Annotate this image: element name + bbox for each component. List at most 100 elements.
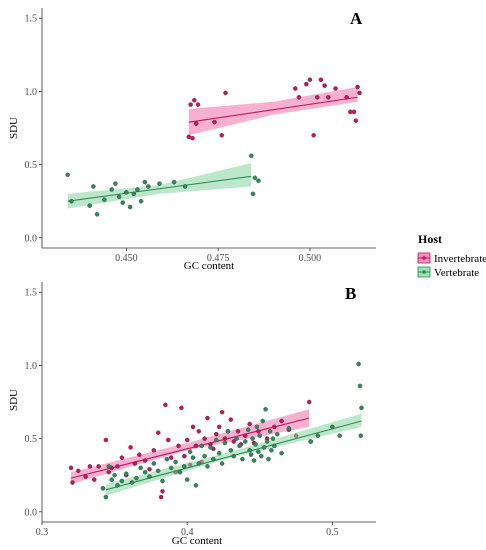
data-point-vertebrate [357, 383, 363, 389]
data-point-vertebrate [256, 178, 261, 183]
data-point-vertebrate [184, 477, 190, 482]
data-point-vertebrate [135, 187, 140, 192]
confidence-band-invertebrate [71, 409, 310, 484]
data-point-vertebrate [330, 424, 335, 430]
data-point-invertebrate [202, 436, 207, 441]
data-point-vertebrate [260, 418, 265, 424]
data-point-invertebrate [193, 121, 199, 126]
data-point-invertebrate [318, 77, 324, 82]
data-point-invertebrate [76, 468, 81, 474]
data-point-vertebrate [91, 184, 96, 189]
data-point-vertebrate [142, 179, 148, 185]
plot-area: 0.0 0.5 1.0 1.5 0.3 0.4 0.5 [25, 282, 376, 538]
data-point-vertebrate [240, 456, 245, 462]
data-point-vertebrate [208, 445, 213, 450]
data-point-vertebrate [243, 439, 248, 444]
data-point-invertebrate [163, 402, 168, 408]
x-tick-label: 0.3 [36, 527, 49, 538]
data-point-vertebrate [275, 431, 280, 437]
data-point-vertebrate [142, 469, 148, 475]
x-axis-title: GC content [172, 535, 222, 547]
data-point-vertebrate [112, 472, 117, 478]
data-point-invertebrate [193, 443, 199, 449]
data-point-vertebrate [87, 203, 92, 208]
data-point-vertebrate [272, 443, 277, 449]
data-point-vertebrate [228, 448, 234, 453]
legend-label-invertebrate: Invertebrate [434, 253, 486, 265]
data-point-invertebrate [176, 443, 181, 449]
data-point-invertebrate [137, 452, 142, 457]
fit-line-invertebrate [188, 96, 358, 123]
data-point-invertebrate [351, 109, 357, 115]
x-tick-label: 0.4 [181, 527, 194, 538]
data-point-vertebrate [196, 461, 202, 466]
x-tick-label: 0.475 [207, 253, 230, 264]
data-point-vertebrate [219, 461, 225, 466]
data-point-invertebrate [182, 453, 187, 459]
data-point-invertebrate [256, 429, 261, 434]
x-tick-label: 0.500 [299, 253, 322, 264]
data-point-vertebrate [171, 179, 177, 185]
data-point-vertebrate [129, 480, 135, 485]
data-point-vertebrate [264, 439, 270, 444]
data-point-vertebrate [234, 436, 239, 441]
data-point-vertebrate [279, 450, 284, 456]
data-point-vertebrate [248, 153, 254, 159]
data-point-invertebrate [192, 97, 197, 103]
data-point-invertebrate [96, 464, 101, 469]
data-point-invertebrate [304, 81, 309, 87]
data-point-invertebrate [322, 83, 327, 88]
data-point-vertebrate [182, 184, 188, 189]
fit-line-vertebrate [67, 175, 252, 202]
data-point-vertebrate [211, 456, 216, 462]
x-axis-title: GC content [184, 260, 234, 272]
data-point-invertebrate [151, 448, 157, 453]
data-point-invertebrate [296, 95, 302, 100]
data-point-vertebrate [261, 445, 267, 450]
data-point-invertebrate [190, 424, 196, 430]
data-point-vertebrate [356, 361, 361, 367]
data-point-vertebrate [168, 465, 174, 471]
data-point-invertebrate [219, 133, 225, 138]
data-point-invertebrate [235, 429, 241, 434]
data-point-vertebrate [250, 436, 255, 441]
data-point-invertebrate [92, 477, 97, 482]
y-axis-title: SDU [8, 117, 20, 139]
data-point-invertebrate [219, 409, 225, 415]
legend-item-invertebrate: Invertebrate [417, 252, 486, 265]
data-point-vertebrate [237, 443, 242, 449]
data-point-invertebrate [222, 436, 228, 441]
data-point-invertebrate [160, 489, 165, 494]
y-tick-label: 1.5 [25, 288, 38, 299]
data-point-invertebrate [223, 90, 228, 96]
legend-key-point [422, 270, 426, 274]
data-point-invertebrate [353, 118, 359, 123]
data-point-invertebrate [166, 437, 171, 443]
y-tick-label: 0.0 [25, 233, 38, 244]
data-point-vertebrate [231, 453, 236, 459]
data-point-invertebrate [333, 86, 338, 91]
data-point-vertebrate [115, 483, 120, 488]
panel-label: A [350, 9, 363, 28]
data-point-vertebrate [151, 461, 157, 466]
data-point-invertebrate [272, 424, 277, 430]
data-point-vertebrate [267, 429, 273, 434]
data-point-invertebrate [355, 84, 360, 90]
data-point-vertebrate [103, 494, 109, 500]
data-point-vertebrate [308, 439, 313, 444]
data-point-invertebrate [306, 399, 312, 405]
data-point-vertebrate [173, 459, 178, 465]
data-point-vertebrate [269, 448, 274, 453]
data-point-invertebrate [147, 467, 152, 472]
data-point-vertebrate [251, 458, 257, 463]
data-point-vertebrate [245, 427, 251, 433]
data-point-invertebrate [103, 437, 109, 443]
data-point-invertebrate [142, 458, 148, 463]
data-point-invertebrate [87, 464, 93, 469]
data-point-invertebrate [293, 86, 298, 91]
data-point-vertebrate [131, 191, 137, 197]
data-point-vertebrate [157, 181, 162, 186]
data-point-invertebrate [311, 133, 316, 138]
data-point-invertebrate [205, 415, 210, 421]
